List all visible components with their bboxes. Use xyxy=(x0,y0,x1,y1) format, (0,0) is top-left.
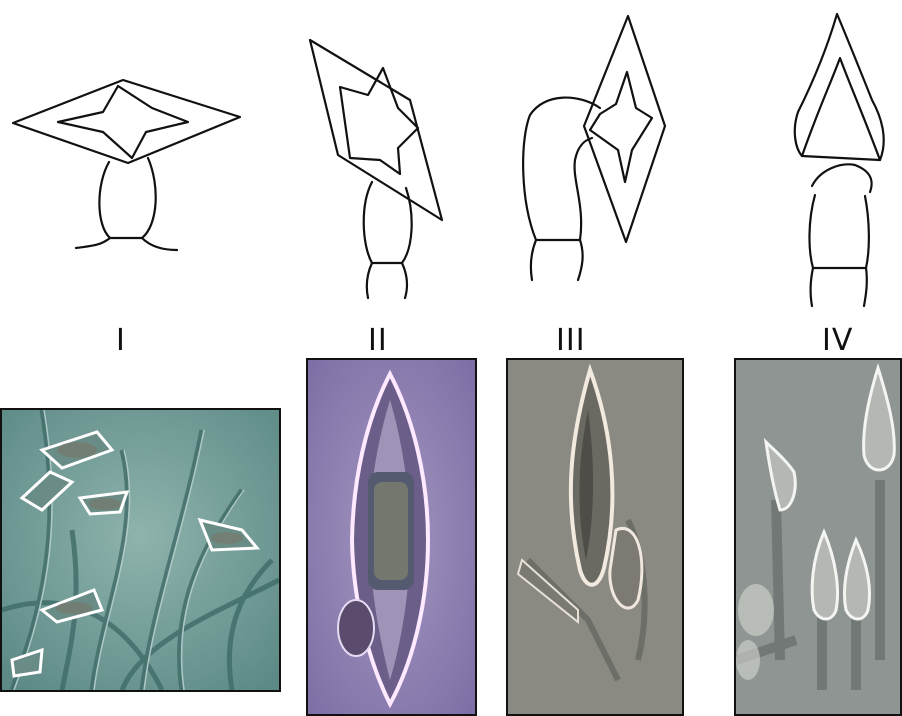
spore-drawings xyxy=(11,12,885,308)
drawing-type-3 xyxy=(522,14,667,282)
micrograph-type-1 xyxy=(0,408,281,692)
drawing-type-4 xyxy=(793,12,885,308)
micrograph-type-2 xyxy=(306,358,477,716)
label-type-4: IV xyxy=(822,323,854,358)
drawing-type-1 xyxy=(11,78,242,252)
label-type-3: III xyxy=(556,323,586,358)
micrograph-type-4 xyxy=(734,358,902,716)
micrograph-type-3 xyxy=(506,358,684,716)
label-type-2: II xyxy=(368,323,388,358)
label-type-1: I xyxy=(116,323,126,358)
drawing-type-2 xyxy=(308,38,444,300)
